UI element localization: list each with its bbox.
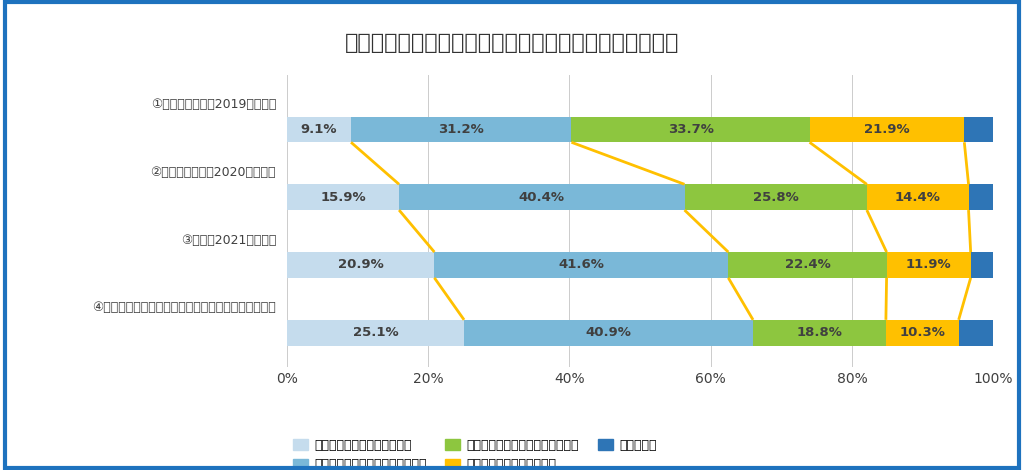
Text: ①感染症流行前（2019年時点）: ①感染症流行前（2019年時点） — [151, 98, 276, 111]
Text: 18.8%: 18.8% — [797, 326, 843, 339]
Bar — [886, 320, 958, 345]
Bar — [684, 184, 866, 210]
Text: 40.9%: 40.9% — [586, 326, 632, 339]
Text: 15.9%: 15.9% — [321, 191, 366, 204]
Bar — [287, 184, 399, 210]
Bar — [728, 252, 887, 278]
Text: 31.2%: 31.2% — [438, 123, 484, 136]
Bar — [399, 184, 684, 210]
Text: 40.4%: 40.4% — [519, 191, 565, 204]
Bar — [965, 117, 993, 142]
Bar — [351, 117, 571, 142]
Legend: 事業方针上の優先順位は高い, 事業方针上の優先順位はやや高い, 事業方针上の優先順位はやや低い, 特に必要性を感じていない, 分からない: 事業方针上の優先順位は高い, 事業方针上の優先順位はやや高い, 事業方针上の優先… — [293, 439, 656, 470]
Bar — [866, 184, 969, 210]
Text: ②感染症流行下（2020年時点）: ②感染症流行下（2020年時点） — [151, 166, 276, 179]
Text: ④今後（新型コロナウイルス感染症の収束後を想定）: ④今後（新型コロナウイルス感染症の収束後を想定） — [92, 301, 276, 314]
Bar — [287, 117, 351, 142]
Text: 14.4%: 14.4% — [895, 191, 941, 204]
Text: 21.9%: 21.9% — [864, 123, 909, 136]
Bar — [571, 117, 810, 142]
Bar — [753, 320, 886, 345]
Text: 25.1%: 25.1% — [352, 326, 398, 339]
Text: 33.7%: 33.7% — [668, 123, 714, 136]
Bar — [810, 117, 965, 142]
Bar — [971, 252, 993, 278]
Text: 時点別に見た、事業方针におけるデジタル化の優先順位: 時点別に見た、事業方针におけるデジタル化の優先順位 — [345, 33, 679, 53]
Bar — [969, 184, 993, 210]
Bar — [287, 320, 464, 345]
Text: 22.4%: 22.4% — [784, 258, 830, 272]
Text: 20.9%: 20.9% — [338, 258, 383, 272]
Text: ③現在（2021年時点）: ③現在（2021年時点） — [181, 234, 276, 247]
Text: 11.9%: 11.9% — [906, 258, 951, 272]
Bar — [887, 252, 971, 278]
Text: 41.6%: 41.6% — [558, 258, 604, 272]
Bar — [958, 320, 993, 345]
Text: 9.1%: 9.1% — [301, 123, 337, 136]
Text: 10.3%: 10.3% — [899, 326, 945, 339]
Text: 25.8%: 25.8% — [753, 191, 799, 204]
Bar — [287, 252, 434, 278]
Bar — [434, 252, 728, 278]
Bar — [464, 320, 753, 345]
